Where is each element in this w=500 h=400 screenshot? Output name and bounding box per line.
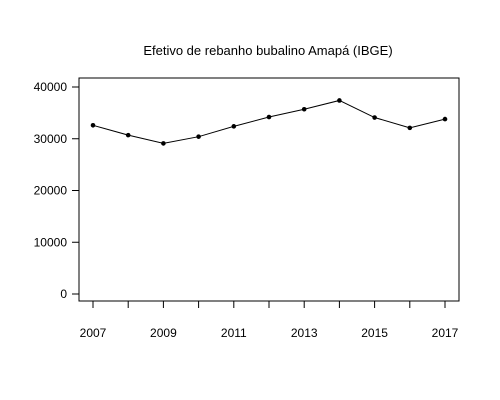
data-point — [161, 141, 166, 146]
y-tick-label: 0 — [60, 287, 67, 301]
chart-title: Efetivo de rebanho bubalino Amapá (IBGE) — [143, 43, 392, 58]
x-tick-label: 2011 — [221, 326, 247, 340]
plot-area-frame — [78, 77, 460, 302]
y-tick-label: 20000 — [34, 184, 68, 198]
y-tick-label: 10000 — [34, 235, 68, 249]
data-point — [266, 114, 272, 120]
x-tick-label: 2007 — [80, 326, 107, 340]
data-point — [196, 134, 201, 139]
data-point — [372, 115, 377, 120]
data-point — [231, 124, 237, 129]
data-point — [442, 116, 448, 122]
x-tick-label: 2015 — [361, 326, 388, 340]
data-point — [90, 122, 96, 128]
data-point — [301, 106, 307, 112]
data-point — [125, 132, 131, 138]
x-axis: 2007 2009 2011 2013 2015 2017 — [80, 300, 459, 340]
series-line — [92, 99, 446, 144]
y-tick-label: 40000 — [34, 80, 68, 94]
x-tick-label: 2009 — [150, 326, 177, 340]
y-tick-label: 30000 — [34, 132, 68, 146]
data-point — [337, 98, 342, 103]
x-tick-label: 2017 — [432, 326, 459, 340]
data-series — [90, 98, 448, 146]
x-tick-label: 2013 — [291, 326, 318, 340]
data-point — [407, 125, 413, 131]
y-axis: 0 10000 20000 30000 40000 — [34, 80, 79, 301]
